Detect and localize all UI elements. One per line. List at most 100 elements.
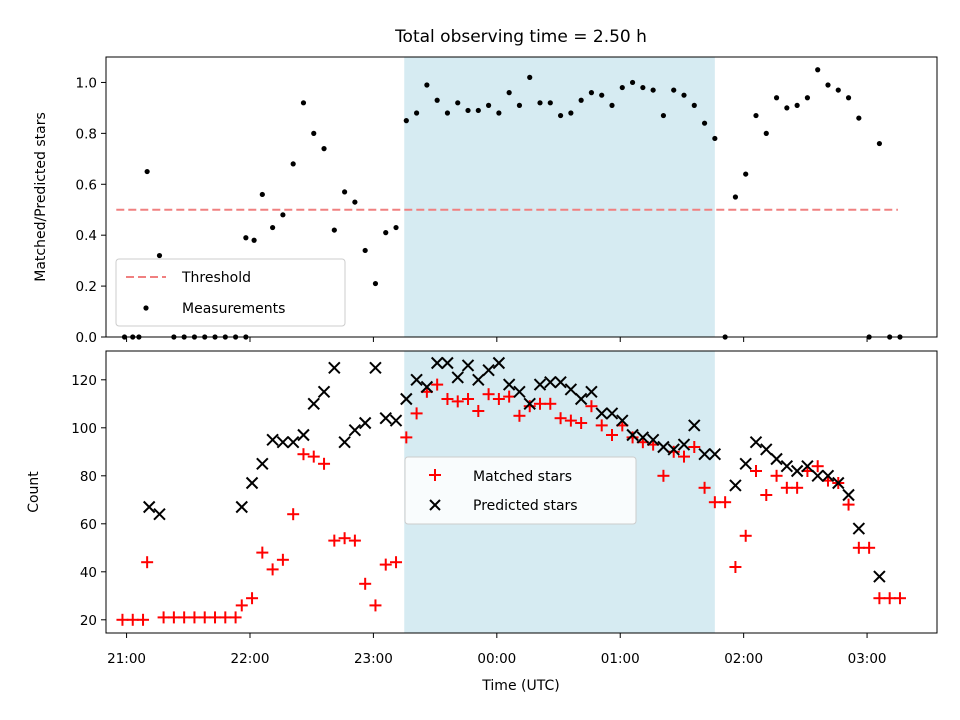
matched-star-point: [472, 405, 485, 417]
matched-star-point: [307, 450, 320, 463]
predicted-star-point: [286, 435, 300, 449]
matched-star-point: [667, 445, 680, 458]
predicted-star-point: [544, 375, 557, 389]
matched-star-point: [585, 400, 598, 413]
x-tick-label: 22:00: [231, 651, 270, 667]
measurement-point: [794, 102, 800, 108]
predicted-star-point: [760, 443, 773, 456]
matched-star-point: [276, 553, 289, 566]
measurement-point: [516, 102, 523, 108]
bottom-y-axis-label: Count: [26, 471, 42, 513]
chart-title: Total observing time = 2.50 h: [394, 27, 647, 47]
predicted-star-point: [698, 447, 711, 461]
matched-star-point: [318, 457, 331, 470]
x-axis-label: Time (UTC): [481, 678, 559, 694]
measurement-point: [568, 110, 574, 116]
predicted-star-point: [482, 363, 495, 377]
measurement-point: [413, 110, 420, 116]
measurement-point: [144, 168, 150, 175]
matched-star-point: [338, 532, 351, 545]
predicted-stars-points: [142, 356, 886, 583]
x-tick-label: 21:00: [107, 651, 146, 667]
measurement-point: [352, 199, 358, 205]
predicted-star-point: [688, 419, 701, 432]
legend-predicted-label: Predicted stars: [473, 498, 578, 514]
matched-star-point: [348, 534, 361, 547]
measurement-point: [393, 224, 399, 231]
matched-star-point: [198, 611, 211, 624]
matched-star-point: [462, 393, 475, 405]
measurement-point: [691, 102, 697, 108]
predicted-star-point: [266, 433, 279, 447]
bottom-legend: Matched stars Predicted stars: [404, 456, 637, 525]
predicted-star-point: [821, 469, 835, 483]
matched-star-point: [266, 563, 279, 576]
top-legend: Threshold Measurements: [115, 258, 346, 327]
matched-star-point: [760, 489, 773, 501]
measurement-point: [856, 115, 862, 121]
measurement-point: [372, 280, 379, 287]
measurement-point: [331, 227, 337, 233]
predicted-star-point: [842, 488, 855, 502]
matched-star-point: [116, 613, 129, 626]
measurement-point: [403, 118, 409, 124]
matched-star-point: [780, 481, 793, 494]
bottom-axes-frame: [105, 350, 938, 634]
predicted-star-point: [410, 373, 423, 387]
predicted-star-point: [502, 378, 516, 391]
measurement-point: [290, 161, 296, 167]
predicted-star-point: [739, 457, 752, 471]
matched-star-point: [167, 611, 180, 624]
predicted-star-point: [317, 385, 331, 399]
matched-star-point: [595, 419, 608, 432]
measurement-point: [156, 252, 163, 259]
matched-star-point: [235, 599, 248, 612]
x-tick-label: 01:00: [601, 651, 640, 667]
predicted-star-point: [420, 380, 434, 394]
bottom-y-tick-label: 100: [71, 421, 97, 437]
top-x-ticks: [126, 337, 868, 342]
predicted-star-point: [595, 407, 608, 420]
predicted-star-point: [832, 476, 845, 490]
predicted-star-point: [307, 397, 320, 411]
predicted-star-point: [554, 375, 567, 389]
matched-star-point: [564, 414, 577, 427]
predicted-star-point: [451, 371, 464, 384]
top-shaded-span: [404, 57, 715, 337]
measurement-point: [681, 92, 687, 98]
measurement-point: [578, 97, 584, 103]
predicted-star-point: [472, 373, 485, 387]
measurement-point: [640, 84, 646, 91]
matched-star-point: [883, 592, 896, 605]
matched-star-point: [219, 611, 232, 624]
matched-star-point: [739, 529, 752, 542]
predicted-star-point: [441, 356, 454, 370]
legend-matched-swatch: [429, 469, 441, 481]
measurement-point: [455, 100, 461, 106]
matched-star-point: [852, 541, 865, 554]
matched-star-point: [328, 534, 341, 547]
legend-measurements-swatch: [143, 305, 149, 311]
bottom-y-tick-label: 20: [80, 613, 97, 629]
measurement-point: [732, 194, 739, 200]
top-y-tick-label: 0.8: [76, 126, 97, 142]
matched-star-point: [893, 592, 906, 605]
legend-predicted-swatch: [429, 499, 441, 511]
matched-star-point: [287, 508, 300, 521]
measurement-point: [424, 82, 430, 88]
predicted-star-point: [749, 435, 763, 449]
predicted-star-point: [677, 438, 691, 451]
measurement-point: [650, 87, 656, 93]
measurement-point: [475, 107, 481, 114]
legend-threshold-label: Threshold: [181, 270, 251, 286]
predicted-star-point: [256, 457, 269, 471]
matched-star-point: [791, 481, 804, 494]
matched-star-point: [297, 448, 310, 461]
predicted-star-point: [379, 411, 392, 425]
matched-star-point: [513, 409, 526, 422]
predicted-star-point: [811, 469, 824, 483]
predicted-star-point: [533, 378, 547, 391]
measurement-point: [825, 82, 831, 88]
measurement-point: [876, 140, 883, 147]
measurement-point: [557, 112, 564, 119]
